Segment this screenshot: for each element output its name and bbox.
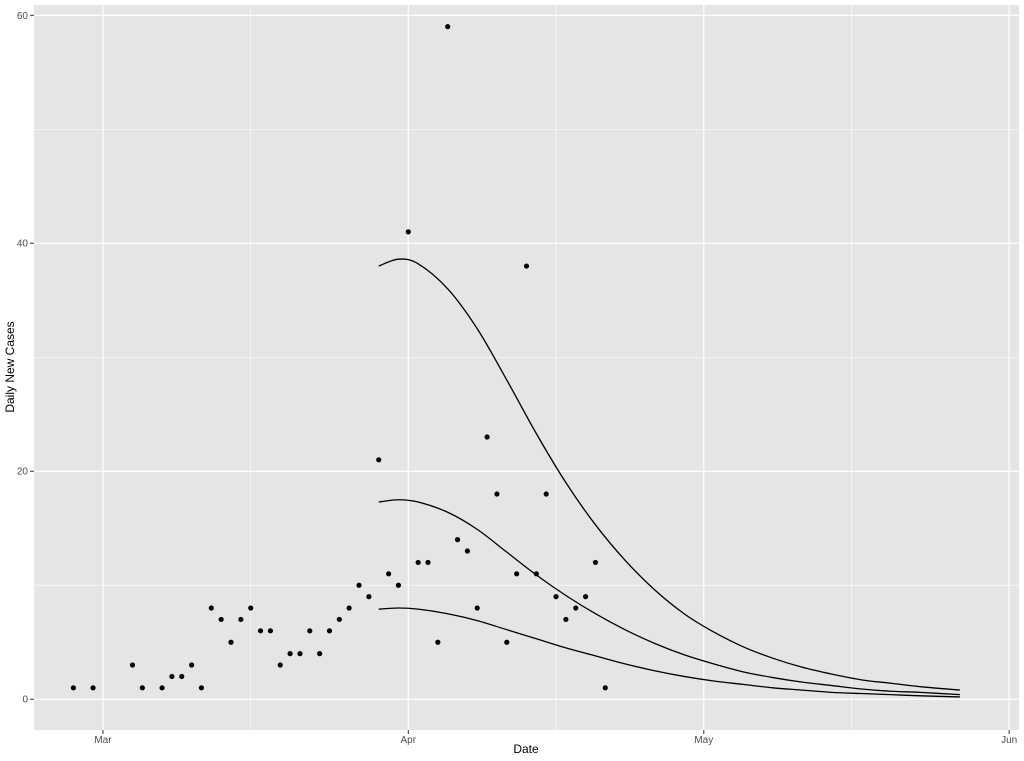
data-point bbox=[445, 24, 451, 30]
data-point bbox=[415, 559, 421, 566]
data-point bbox=[553, 594, 559, 600]
y-axis-title: Daily New Cases bbox=[3, 321, 17, 412]
major-gridlines bbox=[34, 5, 1019, 730]
y-tick-label: 40 bbox=[17, 239, 29, 250]
data-point bbox=[376, 457, 382, 463]
y-tick-label: 20 bbox=[17, 467, 29, 478]
x-axis: Mar Apr May Jun bbox=[94, 730, 1017, 746]
data-point bbox=[583, 594, 589, 600]
y-axis: 0 20 40 60 bbox=[17, 11, 34, 706]
data-point bbox=[543, 491, 549, 497]
data-point bbox=[277, 662, 283, 668]
x-tick-label: Apr bbox=[401, 735, 417, 746]
data-point bbox=[326, 628, 333, 634]
data-point bbox=[218, 616, 224, 623]
data-point bbox=[248, 605, 254, 611]
data-point bbox=[129, 662, 136, 668]
data-point bbox=[484, 434, 490, 440]
data-point bbox=[287, 651, 293, 657]
data-point bbox=[307, 628, 313, 634]
data-point bbox=[386, 571, 392, 577]
data-point bbox=[454, 537, 461, 543]
data-point bbox=[602, 685, 608, 691]
data-point bbox=[405, 229, 411, 235]
data-point bbox=[189, 662, 195, 668]
minor-gridlines bbox=[34, 5, 1019, 730]
data-point bbox=[90, 685, 96, 691]
data-point bbox=[198, 685, 205, 691]
data-point bbox=[356, 582, 362, 588]
data-point bbox=[70, 685, 76, 691]
data-point bbox=[573, 605, 579, 611]
data-point bbox=[563, 616, 569, 623]
data-point bbox=[592, 559, 599, 566]
data-points bbox=[70, 24, 608, 691]
data-point bbox=[514, 571, 520, 577]
fitted-curve-3 bbox=[378, 607, 960, 698]
fitted-curves bbox=[378, 258, 960, 698]
data-point bbox=[425, 559, 431, 566]
x-tick-label: Mar bbox=[94, 735, 112, 746]
data-point bbox=[228, 639, 234, 645]
fitted-curve-1 bbox=[378, 258, 960, 691]
data-point bbox=[533, 571, 539, 577]
data-point bbox=[336, 616, 342, 623]
data-point bbox=[523, 263, 530, 269]
data-point bbox=[179, 673, 185, 680]
data-point bbox=[297, 651, 303, 657]
data-point bbox=[139, 685, 145, 691]
data-point bbox=[474, 605, 480, 611]
data-point bbox=[395, 582, 402, 588]
data-point bbox=[317, 651, 323, 657]
data-point bbox=[435, 639, 441, 645]
fitted-curve-2 bbox=[378, 499, 960, 696]
x-tick-label: May bbox=[694, 735, 713, 746]
x-axis-title: Date bbox=[513, 742, 539, 756]
data-point bbox=[346, 605, 352, 611]
y-tick-label: 60 bbox=[17, 11, 29, 22]
y-tick-label: 0 bbox=[22, 695, 28, 706]
data-point bbox=[238, 616, 244, 623]
data-point bbox=[464, 548, 470, 554]
data-point bbox=[257, 628, 264, 634]
data-point bbox=[504, 639, 510, 645]
data-point bbox=[208, 605, 214, 611]
data-point bbox=[169, 673, 175, 680]
data-point bbox=[159, 685, 165, 691]
data-point bbox=[366, 594, 372, 600]
data-point bbox=[494, 491, 500, 497]
data-point bbox=[267, 628, 273, 634]
plot-panel bbox=[34, 5, 1019, 730]
x-tick-label: Jun bbox=[1001, 735, 1017, 746]
